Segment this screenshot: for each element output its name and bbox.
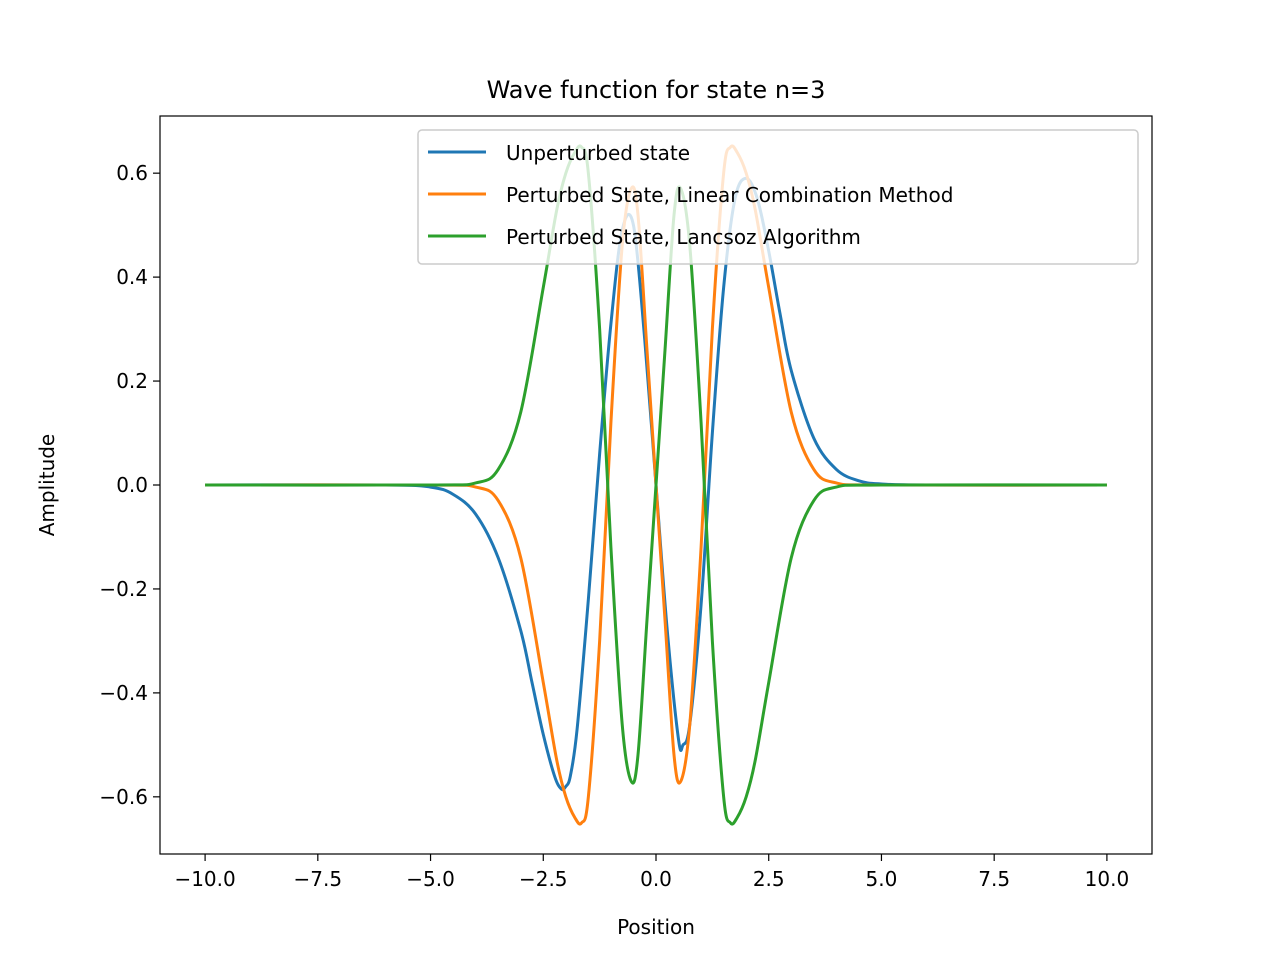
legend: Unperturbed state Perturbed State, Linear… bbox=[417, 129, 1139, 265]
x-tick-label: −7.5 bbox=[294, 867, 343, 891]
y-axis-label: Amplitude bbox=[35, 434, 59, 537]
y-tick-label: 0.4 bbox=[116, 265, 148, 289]
x-tick-label: 10.0 bbox=[1085, 867, 1130, 891]
legend-label-3: Perturbed State, Lancsoz Algorithm bbox=[506, 225, 861, 249]
y-tick-label: −0.4 bbox=[99, 681, 148, 705]
chart-title: Wave function for state n=3 bbox=[487, 76, 826, 104]
y-tick-label: 0.6 bbox=[116, 161, 148, 185]
y-tick-label: 0.0 bbox=[116, 473, 148, 497]
y-tick-label: 0.2 bbox=[116, 369, 148, 393]
x-tick-label: 2.5 bbox=[753, 867, 785, 891]
y-axis-ticks: −0.6 −0.4 −0.2 0.0 0.2 0.4 0.6 bbox=[99, 161, 160, 809]
x-axis-label: Position bbox=[617, 915, 695, 939]
x-tick-label: 0.0 bbox=[640, 867, 672, 891]
x-axis-ticks: −10.0 −7.5 −5.0 −2.5 0.0 2.5 5.0 7.5 10.0 bbox=[174, 854, 1129, 891]
x-tick-label: −2.5 bbox=[519, 867, 568, 891]
x-tick-label: −5.0 bbox=[406, 867, 455, 891]
legend-box bbox=[417, 129, 1139, 265]
x-tick-label: 5.0 bbox=[866, 867, 898, 891]
x-tick-label: 7.5 bbox=[978, 867, 1010, 891]
y-tick-label: −0.2 bbox=[99, 577, 148, 601]
legend-label-2: Perturbed State, Linear Combination Meth… bbox=[506, 183, 953, 207]
x-tick-label: −10.0 bbox=[174, 867, 235, 891]
y-tick-label: −0.6 bbox=[99, 785, 148, 809]
legend-label-1: Unperturbed state bbox=[506, 141, 690, 165]
